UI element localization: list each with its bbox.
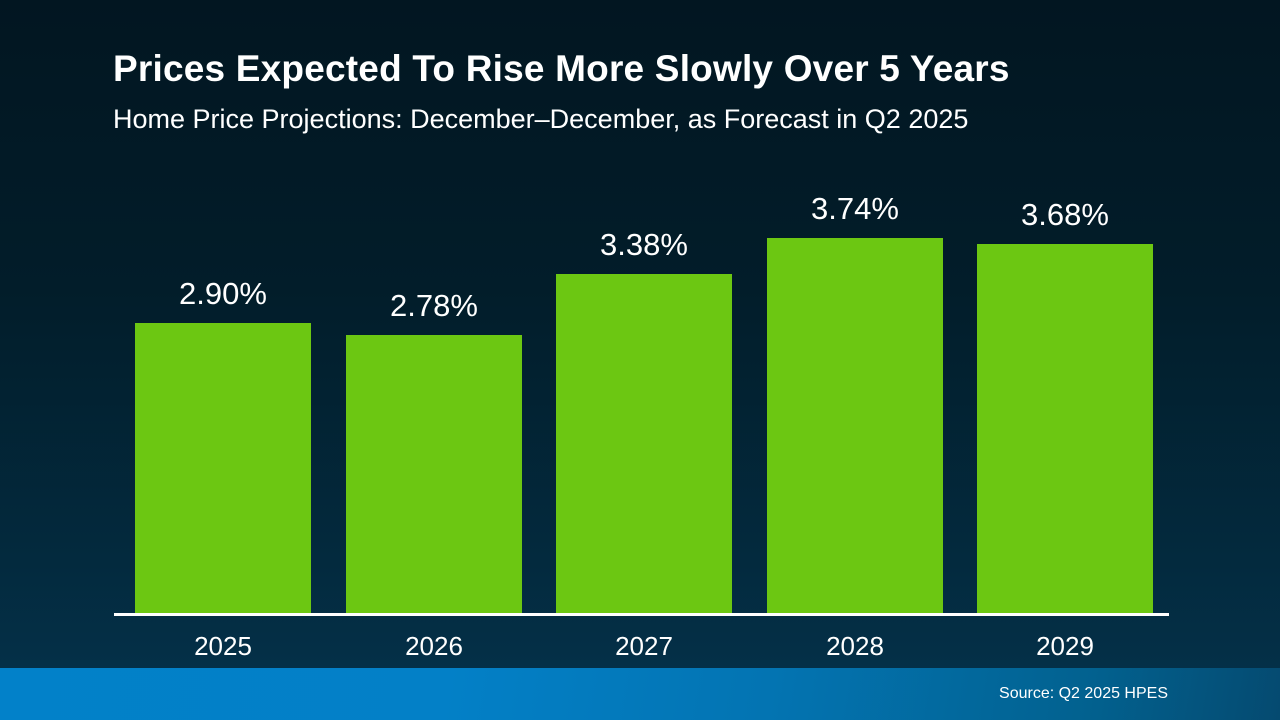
footer-bar: Source: Q2 2025 HPES: [0, 668, 1280, 720]
chart-title: Prices Expected To Rise More Slowly Over…: [113, 48, 1010, 89]
x-tick-label-2027: 2027: [615, 631, 673, 661]
bar-value-label-2029: 3.68%: [1021, 197, 1109, 232]
x-tick-label-2026: 2026: [405, 631, 463, 661]
x-tick-label-2029: 2029: [1036, 631, 1094, 661]
bar-value-label-2025: 2.90%: [179, 276, 267, 311]
bar-2029: [977, 244, 1153, 614]
bar-2027: [556, 274, 732, 614]
x-tick-label-2028: 2028: [826, 631, 884, 661]
chart-subtitle: Home Price Projections: December–Decembe…: [113, 104, 969, 134]
x-axis-line: [114, 613, 1169, 616]
bar-value-label-2026: 2.78%: [390, 288, 478, 323]
bar-value-label-2027: 3.38%: [600, 227, 688, 262]
bar-2025: [135, 323, 311, 614]
bar-2026: [346, 335, 522, 614]
source-note: Source: Q2 2025 HPES: [999, 685, 1168, 702]
x-tick-label-2025: 2025: [194, 631, 252, 661]
bar-value-label-2028: 3.74%: [811, 191, 899, 226]
bar-2028: [767, 238, 943, 614]
